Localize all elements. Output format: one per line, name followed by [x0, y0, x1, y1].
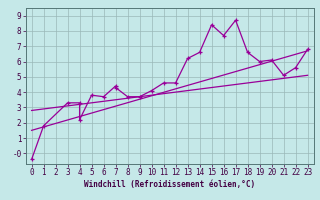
X-axis label: Windchill (Refroidissement éolien,°C): Windchill (Refroidissement éolien,°C): [84, 180, 255, 189]
